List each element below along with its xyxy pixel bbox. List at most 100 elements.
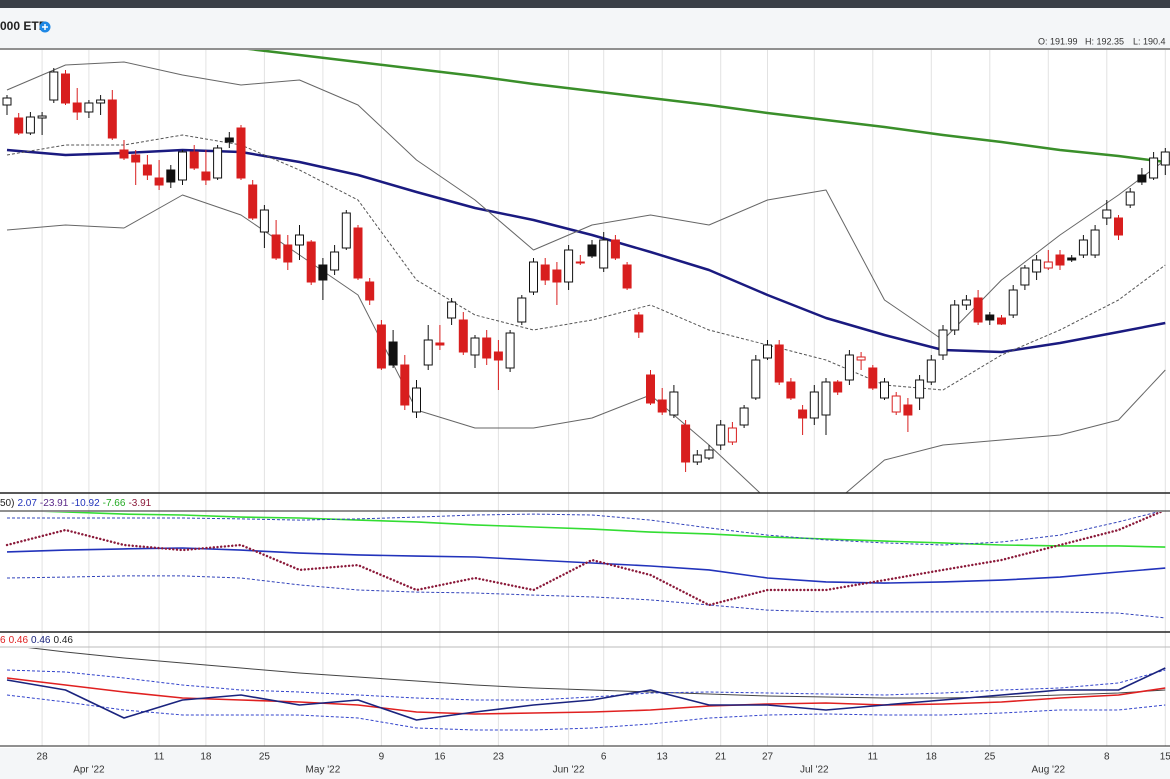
price-panel (2, 50, 1170, 493)
candle-body (283, 244, 293, 263)
candle-body (49, 71, 59, 101)
x-tick-label: 18 (200, 752, 212, 763)
indicator-line (6, 575, 1166, 619)
candle-body (330, 251, 340, 271)
candle-body (131, 154, 141, 163)
candle-body (564, 249, 574, 283)
x-tick-label: 25 (259, 752, 271, 763)
candle-body (1114, 217, 1123, 236)
candle-body (1008, 289, 1018, 316)
indicator-legend: 50) 2.07 -23.91 -10.92 -7.66 -3.91 (0, 498, 152, 509)
candle-body (622, 264, 632, 289)
candle-body (552, 269, 562, 283)
x-tick-label: 11 (154, 752, 165, 763)
candle-body (833, 381, 843, 393)
candle-body (903, 404, 913, 416)
candle-body (25, 116, 35, 134)
candle-body (1160, 151, 1170, 166)
legend-value: -7.66 (103, 498, 126, 509)
candle-body (353, 227, 363, 279)
indicator-line (6, 194, 1166, 493)
candle-body (435, 342, 445, 346)
candle-body (482, 337, 492, 359)
legend-value: -3.91 (128, 498, 151, 509)
candle-body (798, 409, 808, 419)
candle-body (341, 212, 351, 249)
candle-body (529, 261, 538, 293)
candle-body (423, 339, 433, 366)
candle-body (119, 149, 129, 159)
legend-value: 0.46 (9, 635, 29, 646)
candle-body (1055, 254, 1065, 266)
candle-body (915, 379, 925, 399)
candle-body (751, 359, 761, 399)
candle-body (821, 381, 831, 416)
candle-body (365, 281, 375, 301)
candle-body (306, 241, 316, 283)
indicator-legend: 6 0.46 0.46 0.46 (0, 635, 73, 646)
x-axis-bar (0, 748, 1170, 779)
candle-body (213, 147, 223, 179)
x-tick-label: 25 (984, 752, 996, 763)
plot-area (2, 50, 1170, 731)
x-tick-label: 13 (657, 752, 669, 763)
candle-body (37, 115, 47, 119)
candle-body (856, 356, 866, 361)
candle-body (14, 117, 24, 134)
candle-body (716, 424, 726, 446)
candle-body (447, 301, 457, 319)
candle-body (1149, 157, 1159, 179)
indicator-line (43, 512, 1166, 548)
candle-body (938, 329, 948, 356)
legend-value: 2.07 (17, 498, 37, 509)
candle-body (891, 395, 901, 413)
candle-body (774, 344, 784, 383)
candle-body (704, 449, 714, 459)
candle-body (1125, 191, 1135, 206)
candle-body (1137, 174, 1147, 183)
candle-body (950, 304, 960, 331)
candle-body (763, 344, 772, 359)
indicator-line (7, 512, 1160, 546)
candle-body (505, 332, 515, 369)
candle-body (517, 297, 527, 323)
candle-body (236, 127, 246, 179)
candle-body (657, 399, 667, 413)
indicator-line (6, 134, 1166, 391)
candle-body (844, 354, 854, 381)
legend-value: 0.46 (31, 635, 51, 646)
candle-body (259, 209, 269, 233)
indicator-line (6, 667, 1166, 721)
x-tick-label: 11 (868, 752, 879, 763)
x-tick-label: 28 (37, 752, 49, 763)
candle-body (540, 264, 550, 281)
candle-body (681, 424, 691, 463)
legend-value: 6 (0, 635, 6, 646)
candle-body (786, 381, 796, 399)
x-tick-label: 18 (926, 752, 938, 763)
candle-body (1067, 257, 1077, 261)
candle-body (295, 234, 304, 246)
add-icon (42, 24, 48, 30)
candle-body (388, 341, 398, 366)
candle-body (727, 427, 737, 443)
candle-body (107, 99, 117, 139)
indicator-line (247, 50, 1166, 164)
candle-body (961, 299, 971, 306)
candle-body (61, 73, 70, 104)
candle-body (201, 171, 211, 181)
candle-body (1032, 259, 1042, 273)
candle-body (997, 317, 1006, 325)
indicator-panel (6, 648, 1166, 731)
indicator-line (5, 512, 1164, 607)
candle-body (376, 324, 386, 369)
x-tick-label: 21 (715, 752, 727, 763)
candle-body (868, 367, 878, 389)
candle-body (1090, 229, 1100, 256)
ohlc-low: L: 190.4 (1133, 36, 1166, 46)
candle-body (166, 169, 176, 183)
candle-body (646, 374, 655, 404)
ohlc-open: O: 191.99 (1038, 36, 1078, 46)
